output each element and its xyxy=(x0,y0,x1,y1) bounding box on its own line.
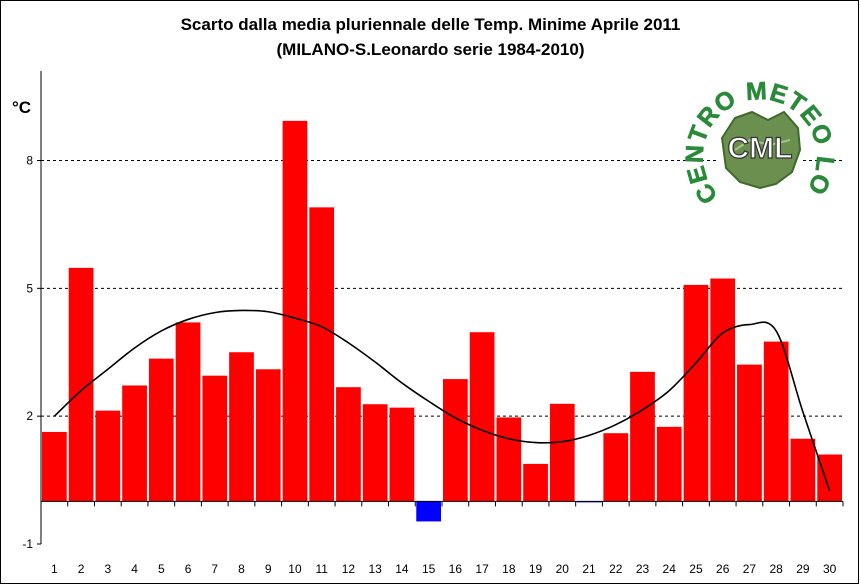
bar-day-11 xyxy=(309,207,335,502)
x-tick-label: 22 xyxy=(609,562,623,576)
bar-day-20 xyxy=(549,403,575,502)
bar-day-23 xyxy=(630,371,655,502)
x-tick-label: 8 xyxy=(238,562,245,576)
x-tick-label: 28 xyxy=(769,562,783,576)
logo-arc-text: CENTRO METEO LOMBARDO xyxy=(0,0,839,209)
bar-day-1 xyxy=(42,431,67,502)
x-tick-label: 6 xyxy=(185,562,192,576)
x-tick-label: 24 xyxy=(663,562,677,576)
x-tick-label: 15 xyxy=(422,562,436,576)
bar-day-5 xyxy=(148,358,174,502)
trend-line-layer xyxy=(53,309,831,491)
bar-day-10 xyxy=(282,120,308,502)
bar-day-18 xyxy=(496,417,522,502)
bar-day-8 xyxy=(229,352,254,502)
bar-day-2 xyxy=(68,267,94,502)
x-tick-label: 19 xyxy=(529,562,543,576)
bar-day-13 xyxy=(362,404,388,502)
grid-layer xyxy=(41,159,843,417)
x-tick-label: 27 xyxy=(743,562,757,576)
y-tick-label: 5 xyxy=(26,281,33,295)
y-axis-label: °C xyxy=(12,98,32,117)
x-tick-label: 23 xyxy=(636,562,650,576)
bar-day-6 xyxy=(175,322,201,502)
x-tick-label: 16 xyxy=(449,562,463,576)
x-tick-label: 17 xyxy=(475,562,489,576)
chart-subtitle: (MILANO-S.Leonardo serie 1984-2010) xyxy=(276,40,585,59)
y-tick-label: 8 xyxy=(26,153,33,167)
x-tick-label: 26 xyxy=(716,562,730,576)
bar-day-14 xyxy=(389,407,415,502)
x-tick-label: 29 xyxy=(796,562,810,576)
x-tick-label: 30 xyxy=(823,562,837,576)
lombardy-map-icon xyxy=(720,110,802,190)
bar-day-24 xyxy=(656,426,682,502)
bar-day-26 xyxy=(710,278,736,502)
x-tick-label: 9 xyxy=(265,562,272,576)
bar-day-16 xyxy=(443,379,468,502)
x-tick-label: 7 xyxy=(211,562,218,576)
bar-day-19 xyxy=(523,463,548,502)
bar-day-28 xyxy=(763,341,789,502)
y-tick-label: 2 xyxy=(26,409,33,423)
logo-center-text: CML xyxy=(728,132,793,165)
x-tick-label: 20 xyxy=(556,562,570,576)
x-tick-label: 3 xyxy=(104,562,111,576)
bar-day-7 xyxy=(202,375,228,502)
trend-line xyxy=(53,309,831,491)
bar-day-15 xyxy=(416,501,441,522)
bar-day-4 xyxy=(122,385,147,502)
x-tick-label: 11 xyxy=(315,562,328,576)
bar-day-9 xyxy=(255,369,281,502)
bar-day-12 xyxy=(336,387,361,502)
bar-day-27 xyxy=(737,364,762,502)
x-tick-label: 18 xyxy=(502,562,516,576)
bar-day-30 xyxy=(817,454,842,502)
chart-title: Scarto dalla media pluriennale delle Tem… xyxy=(180,15,681,34)
x-tick-label: 2 xyxy=(78,562,85,576)
x-tick-label: 12 xyxy=(342,562,356,576)
bar-day-29 xyxy=(790,438,816,502)
x-tick-label: 13 xyxy=(368,562,382,576)
x-tick-label: 10 xyxy=(288,562,302,576)
x-tick-label: 4 xyxy=(131,562,138,576)
bars-layer xyxy=(42,120,842,522)
bar-day-17 xyxy=(469,332,495,502)
cml-logo: CENTRO METEO LOMBARDO CML xyxy=(0,0,839,209)
x-tick-label: 21 xyxy=(582,562,596,576)
x-tick-label: 25 xyxy=(689,562,703,576)
bar-day-25 xyxy=(683,284,709,502)
x-tick-label: 14 xyxy=(395,562,409,576)
map-detail-icon xyxy=(734,138,791,151)
x-tick-label: 1 xyxy=(51,562,58,576)
bar-day-3 xyxy=(95,410,121,502)
y-tick-label: -1 xyxy=(22,537,33,551)
x-tick-label: 5 xyxy=(158,562,165,576)
bar-day-22 xyxy=(603,433,629,502)
